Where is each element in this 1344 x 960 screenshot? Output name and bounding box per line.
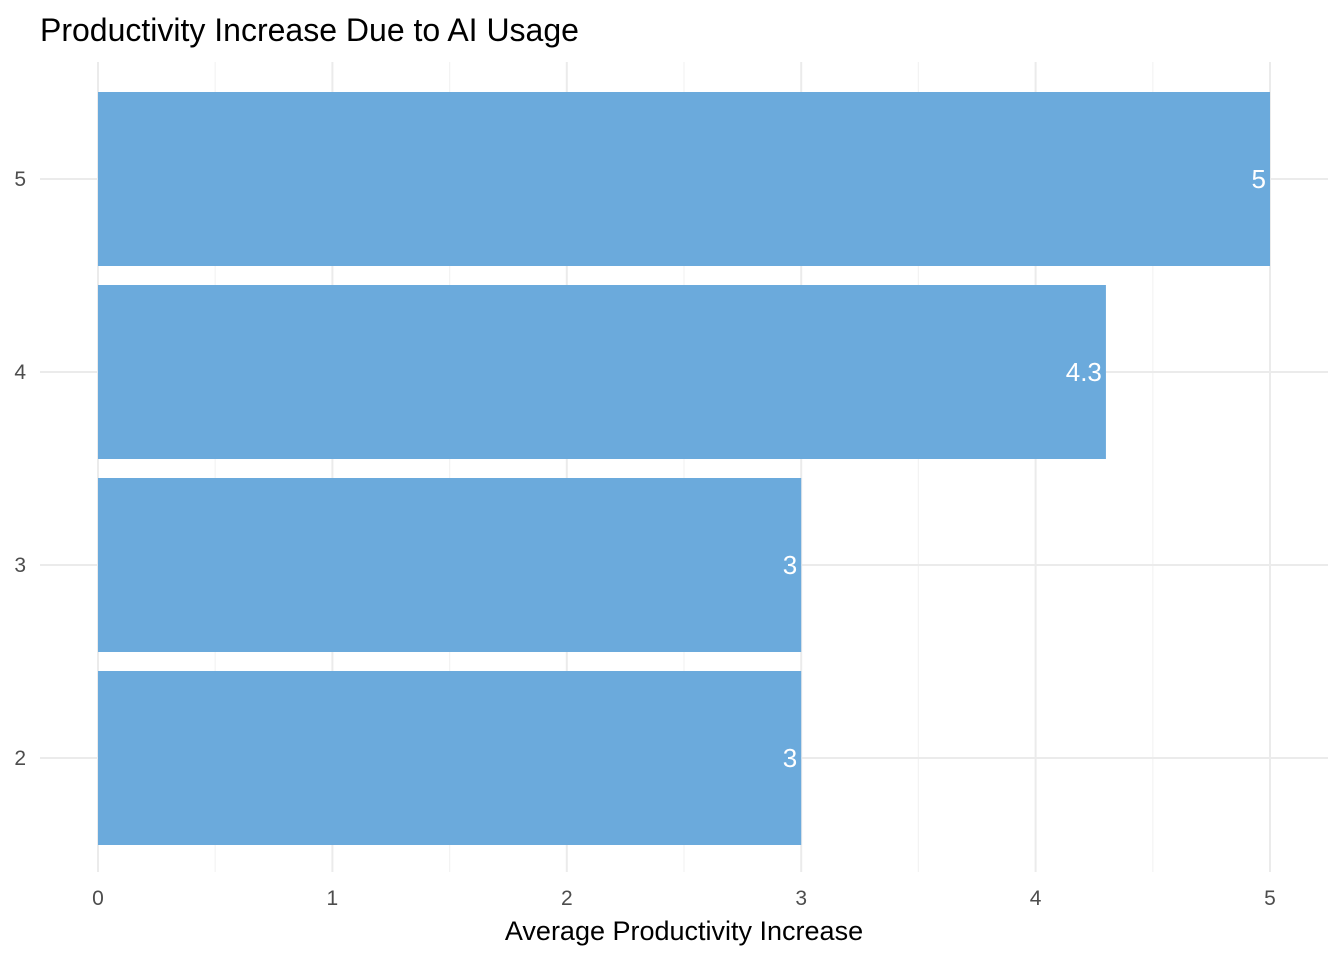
y-axis-tick-labels: 2 3 4 5 <box>14 168 26 770</box>
y-tick-label: 4 <box>14 361 26 384</box>
x-tick-label: 1 <box>327 887 339 910</box>
x-axis-title: Average Productivity Increase <box>505 916 863 946</box>
bar-4 <box>98 285 1106 459</box>
bar-value-label: 4.3 <box>1066 357 1102 387</box>
bar-2 <box>98 671 802 845</box>
bar-value-labels: 334.35 <box>783 164 1266 773</box>
bar-value-label: 3 <box>783 550 797 580</box>
x-tick-label: 0 <box>92 887 104 910</box>
y-tick-label: 5 <box>14 168 26 191</box>
x-tick-label: 4 <box>1030 887 1042 910</box>
chart-title: Productivity Increase Due to AI Usage <box>40 12 579 48</box>
bar-value-label: 3 <box>783 743 797 773</box>
x-axis-tick-labels: 0 1 2 3 4 5 <box>92 887 1276 910</box>
bar-value-label: 5 <box>1252 164 1266 194</box>
bar-5 <box>98 92 1270 266</box>
x-tick-label: 2 <box>561 887 573 910</box>
bars <box>98 92 1270 845</box>
x-tick-label: 5 <box>1264 887 1276 910</box>
y-tick-label: 2 <box>14 747 26 770</box>
y-tick-label: 3 <box>14 554 26 577</box>
x-tick-label: 3 <box>795 887 807 910</box>
bar-3 <box>98 478 802 652</box>
